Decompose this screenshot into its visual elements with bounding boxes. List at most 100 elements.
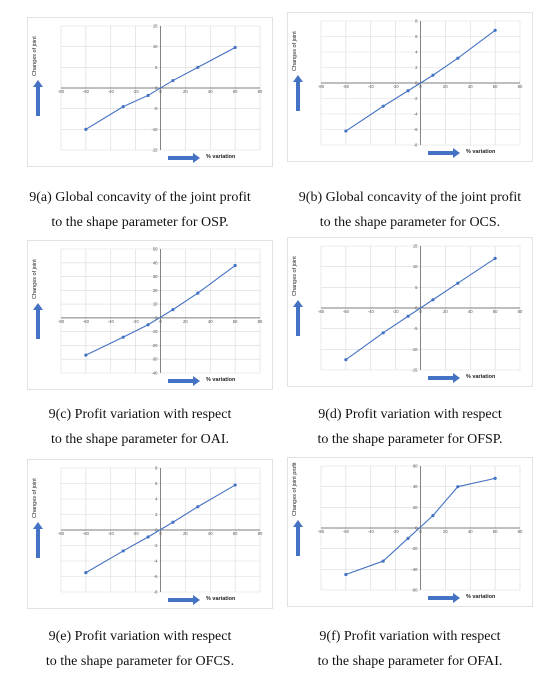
y-tick-label: -40 (151, 371, 158, 376)
data-point (171, 520, 175, 524)
data-point (84, 353, 88, 357)
x-axis-label: % variation (466, 149, 496, 155)
y-tick-label: -2 (414, 96, 418, 101)
x-axis-label: % variation (206, 596, 236, 602)
y-tick-label: 5 (155, 65, 158, 70)
chart-svg: -80 -60 -40 -20 0 20 40 60 80 -15 -10 -5 0 5 10 15 (33, 24, 263, 163)
x-tick-label: 80 (258, 531, 263, 536)
caption-f-line2: to the shape parameter for OFAI. (317, 654, 503, 669)
right-arrow-shaft (168, 156, 194, 160)
y-tick-label: -10 (151, 127, 158, 132)
data-point (171, 78, 175, 83)
chart-svg: -80 -60 -40 -20 0 20 40 60 80 -60 -40 -20 0 20 40 60 (293, 464, 523, 603)
up-arrow-shaft (296, 526, 300, 556)
y-tick-label: -6 (414, 127, 418, 132)
x-tick-label: -60 (83, 531, 90, 536)
right-arrow-shaft (428, 151, 454, 155)
data-point (406, 89, 410, 93)
caption-d: 9(d) Profit variation with respect to th… (276, 402, 543, 452)
right-arrow-shaft (428, 596, 454, 600)
y-tick-label: -8 (154, 590, 158, 595)
y-tick-label: 0 (155, 528, 158, 533)
y-tick-label: -40 (411, 567, 418, 572)
y-tick-label: -15 (151, 148, 158, 153)
right-arrow-head (453, 373, 460, 383)
x-tick-label: -40 (108, 89, 115, 94)
right-arrow-head (453, 593, 460, 603)
caption-b-line2: to the shape parameter for OCS. (319, 215, 501, 230)
chart-panel-a: -80 -60 -40 -20 0 20 40 60 80 -15 -10 -5 0 5 10 15 Chang… (27, 17, 273, 167)
caption-c-line2: to the shape parameter for OAI. (50, 432, 230, 447)
y-tick-label: -10 (151, 329, 158, 334)
y-tick-label: 0 (415, 526, 418, 531)
up-arrow-head (293, 300, 303, 307)
up-arrow-shaft (296, 306, 300, 336)
caption-c: 9(c) Profit variation with respect to th… (6, 402, 274, 452)
y-tick-label: -15 (411, 368, 418, 373)
x-tick-label: -20 (393, 84, 400, 89)
y-tick-label: -20 (411, 546, 418, 551)
y-tick-label: 20 (413, 505, 418, 510)
chart-panel-b: -80 -60 -40 -20 0 20 40 60 80 -8 -6 -4 -2 0 2 4 6 8 Change… (287, 12, 533, 162)
x-tick-label: 40 (208, 531, 213, 536)
y-tick-label: 15 (153, 24, 158, 29)
data-point (431, 298, 435, 302)
data-point (406, 536, 410, 540)
data-point (233, 263, 237, 268)
y-tick-label: -4 (154, 559, 158, 564)
x-tick-label: 40 (208, 319, 213, 324)
x-tick-label: 20 (183, 89, 188, 94)
x-tick-label: -60 (343, 84, 350, 89)
x-tick-label: 40 (468, 309, 473, 314)
caption-a: 9(a) Global concavity of the joint profi… (6, 185, 274, 235)
y-tick-label: -6 (154, 574, 158, 579)
y-tick-label: 15 (413, 244, 418, 249)
y-tick-label: 4 (155, 497, 158, 502)
up-arrow-shaft (36, 309, 40, 339)
y-tick-label: 0 (415, 81, 418, 86)
data-point (431, 514, 435, 518)
x-axis-label: % variation (206, 377, 236, 383)
caption-f: 9(f) Profit variation with respect to th… (276, 624, 543, 674)
chart-svg: -80 -60 -40 -20 0 20 40 60 80 -15 -10 -5 0 5 10 15 (293, 244, 523, 383)
data-point (121, 105, 125, 109)
up-arrow-head (33, 522, 43, 529)
data-point (146, 535, 150, 539)
y-tick-label: -30 (151, 357, 158, 362)
y-axis-label: Changes of joint profit (292, 462, 298, 516)
chart-svg: -80 -60 -40 -20 0 20 40 60 80-40-30-20-100102030… (33, 247, 263, 386)
up-arrow-shaft (36, 86, 40, 116)
data-point (381, 104, 385, 108)
data-point (456, 281, 460, 285)
data-point (121, 549, 125, 553)
caption-c-line1: 9(c) Profit variation with respect (48, 407, 232, 422)
data-point (121, 335, 125, 339)
x-tick-label: 60 (493, 84, 498, 89)
chart-panel-e: -80 -60 -40 -20 0 20 40 60 80 -8 -6 -4 -2 0 2 4 6 8 Change… (27, 459, 273, 609)
right-arrow-head (453, 148, 460, 158)
x-tick-label: -80 (58, 319, 65, 324)
data-point (456, 56, 460, 60)
y-tick-label: 10 (153, 302, 158, 307)
x-tick-label: -60 (343, 529, 350, 534)
data-point (493, 256, 497, 260)
up-arrow-head (293, 75, 303, 82)
data-point (493, 28, 497, 32)
y-tick-label: 40 (413, 484, 418, 489)
x-tick-label: 80 (258, 89, 263, 94)
x-tick-label: 0 (159, 319, 162, 324)
x-tick-label: 80 (518, 529, 523, 534)
x-axis-label: % variation (206, 154, 236, 160)
y-tick-label: 8 (415, 19, 418, 24)
right-arrow-head (193, 376, 200, 386)
x-tick-label: 40 (208, 89, 213, 94)
x-tick-label: 80 (518, 84, 523, 89)
x-tick-label: 40 (468, 84, 473, 89)
data-point (146, 93, 150, 98)
caption-b-line1: 9(b) Global concavity of the joint profi… (298, 190, 522, 205)
data-point (406, 314, 410, 318)
x-tick-label: 60 (233, 531, 238, 536)
right-arrow-shaft (168, 379, 194, 383)
